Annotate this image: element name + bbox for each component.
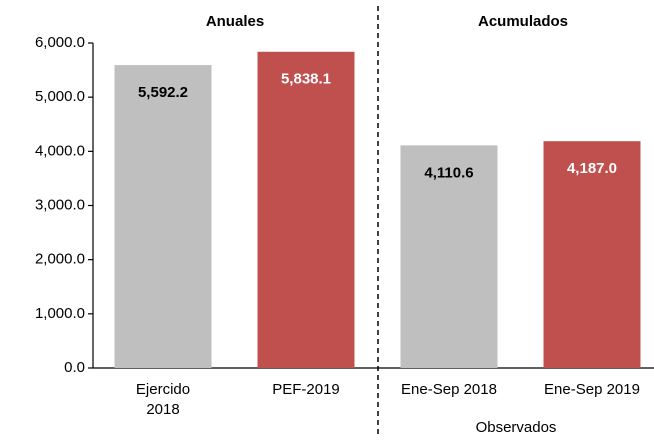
bar: [114, 65, 212, 368]
value-label: 4,110.6: [424, 164, 473, 181]
x-tick-label: Ene-Sep 2019: [544, 381, 640, 398]
y-tick-label: 6,000.0: [35, 34, 85, 51]
x-tick-label: Ene-Sep 2018: [401, 381, 497, 398]
bar: [543, 141, 641, 368]
x-tick-label-box: PEF-2019: [272, 381, 340, 398]
x-tick-label-box: Ene-Sep 2018: [401, 381, 497, 398]
annotation: Observados: [476, 419, 557, 436]
x-tick-label-box: Ene-Sep 2019: [544, 381, 640, 398]
bar: [400, 145, 498, 368]
bar: [257, 51, 355, 368]
y-tick-label: 4,000.0: [35, 142, 85, 159]
y-tick-label: 0.0: [64, 359, 85, 376]
annotation: Anuales: [206, 13, 264, 30]
annotation: Acumulados: [478, 13, 568, 30]
x-tick-label: PEF-2019: [272, 381, 340, 398]
value-label: 5,838.1: [281, 71, 331, 88]
y-tick-label: 2,000.0: [35, 251, 85, 268]
y-tick-label: 5,000.0: [35, 88, 85, 105]
x-tick-label-box: Ejercido 2018: [135, 381, 191, 418]
value-label: 5,592.2: [138, 84, 188, 101]
x-tick-label: Ejercido 2018: [135, 381, 191, 418]
y-tick-label: 1,000.0: [35, 305, 85, 322]
y-tick-label: 3,000.0: [35, 196, 85, 213]
value-label: 4,187.0: [567, 160, 617, 177]
